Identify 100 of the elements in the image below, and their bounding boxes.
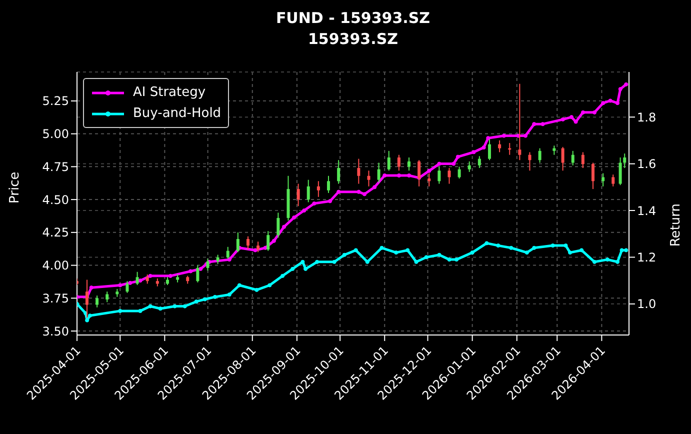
y2-tick-label: 1.2 (637, 250, 656, 264)
legend-label: AI Strategy (133, 85, 206, 100)
point (138, 308, 142, 313)
point (396, 173, 402, 178)
point (254, 288, 259, 292)
chart-title: FUND - 159393.SZ (274, 8, 432, 29)
candlestick (216, 254, 220, 264)
point (394, 250, 398, 255)
candlestick (468, 160, 471, 172)
point (427, 168, 432, 173)
candlestick (591, 162, 594, 190)
point (380, 246, 384, 250)
point (618, 87, 622, 92)
candlestick (276, 212, 280, 238)
point (315, 260, 320, 264)
point (290, 266, 295, 271)
y-tick-label: 4.75 (42, 160, 69, 174)
point (437, 252, 442, 257)
point (302, 208, 306, 213)
point (282, 224, 286, 229)
point (158, 306, 162, 311)
point (272, 238, 276, 243)
point (447, 258, 452, 262)
candlestick (96, 295, 99, 308)
point (89, 286, 94, 290)
point (202, 297, 207, 302)
candlestick (407, 156, 410, 172)
y-tick-label: 5.00 (42, 127, 69, 142)
candlestick (337, 160, 340, 184)
point (237, 283, 242, 288)
point (470, 250, 474, 255)
candlestick (561, 146, 564, 172)
point (138, 278, 142, 283)
point (456, 154, 460, 159)
point (312, 201, 316, 206)
point (292, 215, 296, 220)
candlestick (538, 148, 542, 164)
candlestick (448, 167, 451, 184)
candlestick (106, 291, 109, 303)
point (354, 248, 358, 252)
y-tick-label: 4.50 (42, 192, 69, 207)
point (509, 246, 514, 250)
candlestick (612, 174, 615, 187)
point (452, 162, 456, 166)
point (182, 304, 187, 308)
point (482, 145, 486, 150)
candlestick (306, 179, 310, 203)
point (382, 173, 387, 178)
point (407, 173, 412, 178)
point (540, 122, 545, 126)
candlestick (226, 246, 230, 260)
point (592, 110, 597, 114)
point (148, 304, 152, 308)
y2-tick-label: 1.0 (637, 297, 656, 312)
candlestick (498, 140, 502, 153)
candlestick (246, 236, 250, 250)
point (118, 308, 122, 313)
point (280, 274, 285, 278)
point (608, 98, 612, 103)
candlestick (367, 170, 370, 187)
candlestick (552, 145, 556, 156)
point (569, 115, 574, 120)
legend-label: Buy-and-Hold (133, 106, 222, 121)
point (268, 283, 272, 288)
point (624, 248, 628, 252)
point (502, 134, 506, 138)
candlestick (602, 172, 605, 187)
point (424, 255, 428, 260)
point (486, 136, 490, 140)
point (148, 274, 152, 278)
point (560, 117, 565, 122)
candlestick (428, 172, 431, 187)
point (168, 274, 172, 278)
candlestick (581, 152, 584, 168)
point (601, 101, 606, 106)
point (118, 283, 122, 288)
point (227, 292, 232, 297)
y-tick-label: 3.75 (42, 291, 69, 306)
candlestick (623, 153, 626, 168)
y2-tick-label: 1.8 (637, 110, 656, 124)
point (253, 248, 258, 252)
point (227, 258, 232, 262)
point (524, 250, 529, 255)
candlestick (618, 156, 622, 186)
point (212, 294, 218, 299)
point (198, 266, 203, 271)
candlestick (458, 166, 461, 180)
point (484, 241, 489, 246)
point (532, 122, 536, 126)
point (454, 258, 459, 262)
point (188, 269, 193, 274)
point (472, 150, 476, 154)
point (88, 314, 92, 318)
point (496, 243, 500, 248)
point (620, 248, 624, 252)
point (172, 304, 177, 308)
point (532, 246, 536, 250)
candlestick (528, 152, 532, 172)
point (574, 120, 578, 124)
point (336, 190, 341, 194)
